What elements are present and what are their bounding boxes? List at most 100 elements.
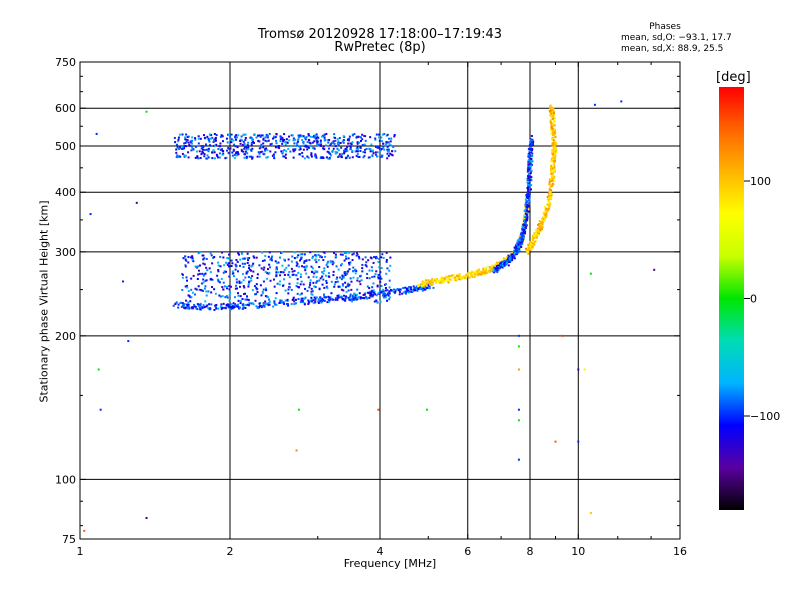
data-point bbox=[444, 279, 447, 282]
data-point bbox=[197, 273, 200, 276]
data-point bbox=[287, 292, 290, 295]
data-point bbox=[471, 275, 474, 278]
data-point bbox=[544, 214, 547, 217]
data-point bbox=[378, 139, 381, 142]
data-point bbox=[239, 302, 242, 305]
data-point bbox=[304, 138, 307, 141]
data-point bbox=[488, 271, 491, 274]
data-point bbox=[221, 286, 224, 289]
data-point bbox=[198, 288, 201, 291]
colorbar-tick-label: 100 bbox=[750, 175, 771, 188]
data-point bbox=[526, 251, 529, 254]
data-point bbox=[340, 295, 343, 298]
data-point bbox=[346, 154, 349, 157]
data-point bbox=[188, 143, 191, 146]
data-point bbox=[349, 146, 352, 149]
data-point bbox=[256, 155, 259, 158]
data-point bbox=[322, 134, 325, 137]
data-point bbox=[225, 270, 228, 273]
data-point bbox=[341, 253, 344, 256]
data-point bbox=[550, 112, 553, 115]
data-point bbox=[549, 177, 552, 180]
data-point bbox=[187, 294, 190, 297]
data-point bbox=[235, 154, 238, 157]
data-point bbox=[268, 263, 271, 266]
data-point bbox=[248, 155, 251, 158]
data-point bbox=[273, 303, 276, 306]
data-point bbox=[389, 256, 392, 259]
data-point bbox=[346, 284, 349, 287]
data-point bbox=[552, 117, 555, 120]
data-point bbox=[541, 218, 544, 221]
data-point bbox=[202, 278, 205, 281]
data-point bbox=[468, 272, 471, 275]
data-point bbox=[368, 147, 371, 150]
data-point bbox=[321, 271, 324, 274]
data-point bbox=[299, 293, 302, 296]
data-point bbox=[303, 145, 306, 148]
data-point bbox=[391, 150, 394, 153]
data-point bbox=[314, 155, 317, 158]
data-point bbox=[264, 303, 267, 306]
data-point bbox=[330, 154, 333, 157]
data-point bbox=[272, 305, 275, 308]
data-point bbox=[235, 284, 238, 287]
data-point bbox=[430, 281, 433, 284]
data-point bbox=[311, 136, 314, 139]
data-point bbox=[426, 287, 429, 290]
data-point bbox=[356, 277, 359, 280]
data-point bbox=[533, 234, 536, 237]
data-point bbox=[198, 306, 201, 309]
x-tick-label: 4 bbox=[377, 545, 384, 558]
data-point bbox=[243, 147, 246, 150]
data-point bbox=[352, 266, 355, 269]
data-point bbox=[523, 209, 526, 212]
data-point bbox=[285, 150, 288, 153]
data-point bbox=[246, 152, 249, 155]
data-point bbox=[334, 145, 337, 148]
data-point bbox=[195, 288, 198, 291]
data-point bbox=[527, 244, 530, 247]
data-point bbox=[281, 264, 284, 267]
data-point bbox=[227, 146, 230, 149]
data-point bbox=[197, 142, 200, 145]
data-point bbox=[196, 155, 199, 158]
data-point bbox=[521, 228, 524, 231]
data-point bbox=[528, 154, 531, 157]
data-point bbox=[215, 143, 218, 146]
data-point bbox=[486, 266, 489, 269]
data-point bbox=[303, 260, 306, 263]
data-point bbox=[404, 286, 407, 289]
data-point bbox=[274, 146, 277, 149]
data-point bbox=[187, 135, 190, 138]
data-point bbox=[390, 153, 393, 156]
data-point bbox=[312, 281, 315, 284]
data-point bbox=[179, 302, 182, 305]
data-point bbox=[531, 154, 534, 157]
data-point bbox=[246, 261, 249, 264]
data-point bbox=[553, 170, 556, 173]
data-point bbox=[485, 271, 488, 274]
data-point bbox=[228, 133, 231, 136]
x-tick-label: 8 bbox=[527, 545, 534, 558]
data-point bbox=[385, 272, 388, 275]
data-point bbox=[226, 296, 229, 299]
data-point bbox=[531, 239, 534, 242]
data-point bbox=[286, 303, 289, 306]
data-point bbox=[215, 134, 218, 137]
data-point bbox=[300, 256, 303, 259]
data-point bbox=[239, 295, 242, 298]
data-point bbox=[548, 188, 551, 191]
data-point bbox=[553, 145, 556, 148]
data-point bbox=[234, 287, 237, 290]
data-point bbox=[523, 223, 526, 226]
data-point bbox=[217, 264, 220, 267]
data-point bbox=[284, 143, 287, 146]
data-point bbox=[334, 150, 337, 153]
data-point bbox=[275, 268, 278, 271]
data-point bbox=[332, 147, 335, 150]
data-point bbox=[252, 255, 255, 258]
data-point bbox=[204, 285, 207, 288]
data-point bbox=[550, 196, 553, 199]
data-point bbox=[279, 140, 282, 143]
